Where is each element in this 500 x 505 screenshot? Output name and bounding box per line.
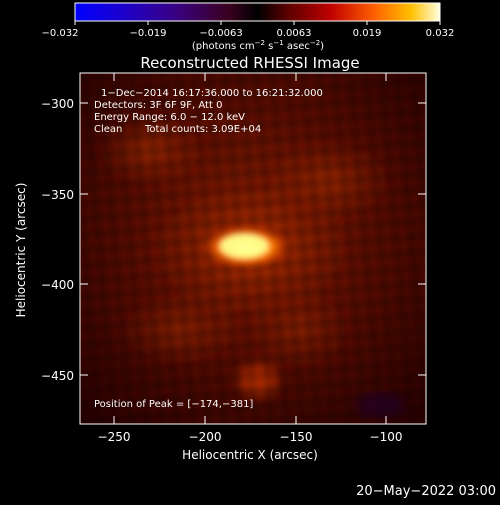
y-axis [80,102,426,376]
x-axis [113,73,387,424]
energy-range-text: Energy Range: 6.0 − 12.0 keV [94,112,245,123]
colorbar-tick-label: −0.019 [129,28,166,39]
x-tick-label: −100 [370,430,403,444]
timestamp: 20−May−2022 03:00 [356,484,496,499]
x-tick-label: −250 [98,430,131,444]
colorbar-max-label: 0.032 [426,28,455,39]
figure-title: Reconstructed RHESSI Image [140,54,359,72]
colorbar: −0.032 −0.019 −0.0063 0.0063 0.019 0.032… [41,2,455,52]
x-tick-label: −150 [280,430,313,444]
solar-image [80,73,426,424]
y-tick-label: −450 [41,369,74,383]
peak-position-text: Position of Peak = [−174,−381] [94,399,253,410]
plot-frame [79,72,427,425]
y-tick-label: −300 [41,97,74,111]
colorbar-tick-label: −0.0063 [199,28,242,39]
y-axis-label: Heliocentric Y (arcsec) [14,183,28,318]
detectors-text: Detectors: 3F 6F 9F, Att 0 [94,100,222,111]
colorbar-min-label: −0.032 [41,28,78,39]
total-counts-text: Total counts: 3.09E+04 [144,124,261,135]
y-tick-label: −400 [41,278,74,292]
method-text: Clean [94,124,122,135]
x-axis-label: Heliocentric X (arcsec) [182,448,318,462]
colorbar-unit-label: (photons cm−2 s−1 asec−2) [192,39,324,52]
time-range-text: 1−Dec−2014 16:17:36.000 to 16:21:32.000 [101,88,323,99]
x-tick-label: −200 [189,430,222,444]
image-annotations: 1−Dec−2014 16:17:36.000 to 16:21:32.000 … [94,88,323,410]
y-tick-label: −350 [41,188,74,202]
colorbar-tick-label: 0.0063 [277,28,312,39]
colorbar-gradient [74,2,441,22]
colorbar-tick-label: 0.019 [353,28,382,39]
